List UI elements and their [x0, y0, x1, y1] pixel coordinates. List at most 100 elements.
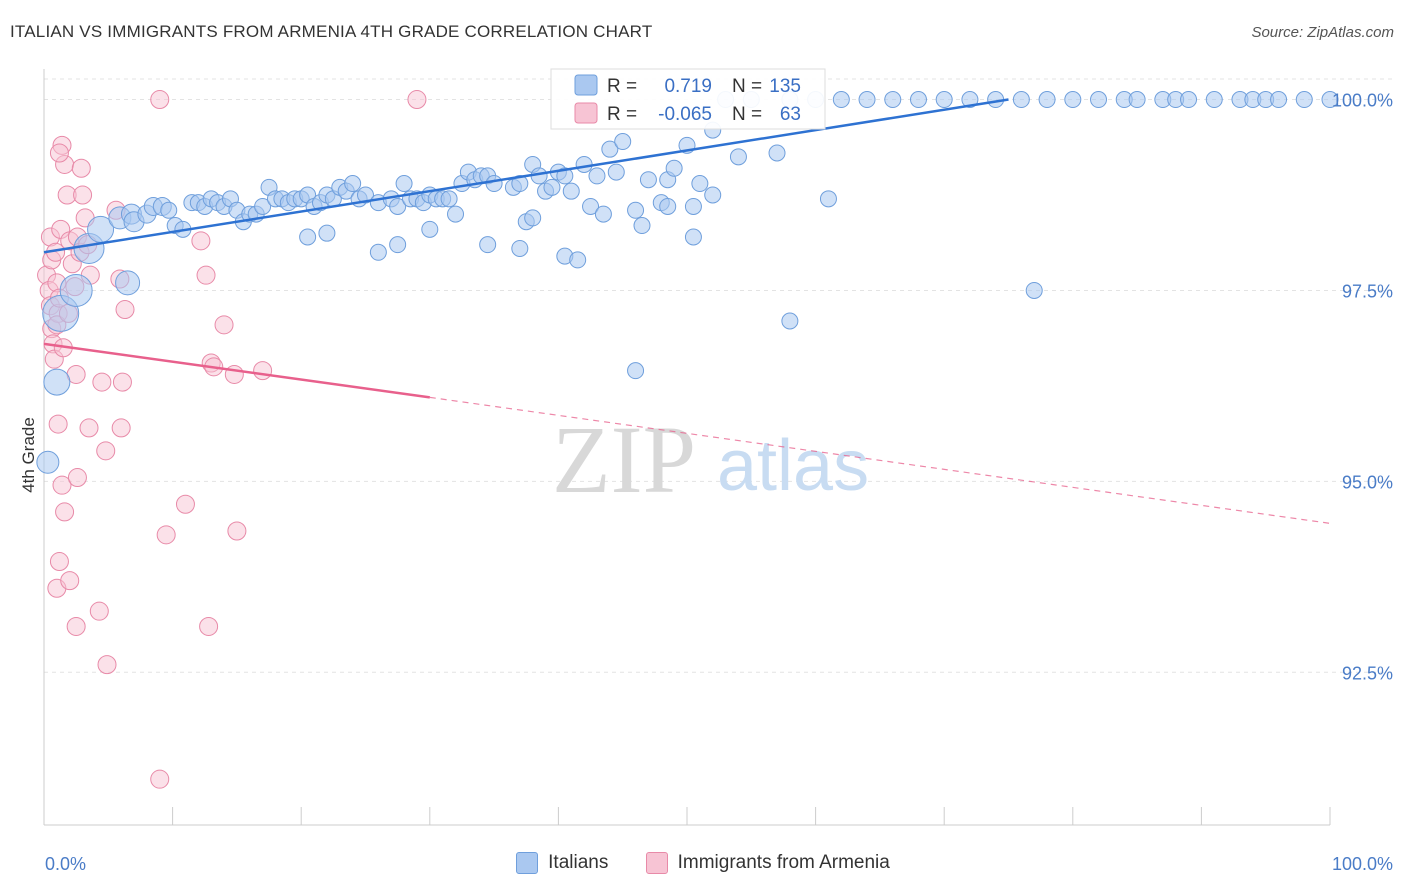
italians-point-86 [691, 175, 709, 193]
series-italians-points [36, 91, 1339, 474]
armenia-point-35 [79, 418, 99, 438]
armenia-point-45 [191, 231, 211, 251]
armenia-trend-extension [429, 396, 1331, 524]
italians-point-95 [858, 91, 876, 109]
armenia-point-43 [156, 525, 176, 545]
armenia-point-36 [92, 372, 112, 392]
italians-point-1 [43, 368, 71, 396]
italians-point-70 [556, 167, 574, 185]
italians-point-109 [1180, 91, 1198, 109]
italians-point-125 [633, 217, 651, 235]
legend-n-label-1: N = [732, 104, 762, 125]
italians-point-119 [369, 243, 387, 261]
armenia-point-33 [55, 502, 75, 522]
italians-point-79 [627, 201, 645, 219]
armenia-point-37 [96, 441, 116, 461]
armenia-point-41 [111, 418, 131, 438]
legend-label-armenia: Immigrants from Armenia [677, 852, 890, 873]
italians-point-46 [389, 197, 407, 215]
armenia-point-50 [214, 315, 234, 335]
legend-n-value-1: 63 [780, 104, 801, 125]
italians-swatch [516, 852, 539, 874]
watermark: ZIP atlas [552, 406, 869, 513]
armenia-point-59 [97, 655, 117, 675]
italians-point-80 [639, 171, 657, 189]
watermark-zip: ZIP [552, 406, 696, 513]
italians-point-128 [704, 186, 722, 204]
italians-point-132 [1025, 281, 1043, 299]
armenia-point-58 [89, 601, 109, 621]
armenia-point-40 [112, 372, 132, 392]
legend-swatch-1 [574, 102, 598, 124]
y-axis-title: 4th Grade [19, 417, 38, 493]
legend-item-armenia[interactable]: Immigrants from Armenia [645, 852, 890, 874]
italians-point-61 [485, 175, 503, 193]
armenia-swatch [645, 852, 668, 874]
italians-point-102 [1038, 91, 1056, 109]
armenia-trend-line [43, 342, 430, 399]
armenia-point-32 [52, 475, 72, 495]
italians-point-85 [684, 197, 702, 215]
italians-point-73 [582, 197, 600, 215]
armenia-point-47 [199, 616, 219, 636]
italians-point-63 [511, 175, 529, 193]
italians-point-127 [684, 228, 702, 246]
italians-point-110 [1205, 91, 1223, 109]
italians-trend-line [43, 98, 1009, 254]
italians-point-129 [781, 312, 799, 330]
italians-point-97 [909, 91, 927, 109]
italians-point-54 [440, 190, 458, 208]
italians-point-101 [1012, 91, 1030, 109]
italians-point-103 [1064, 91, 1082, 109]
italians-point-41 [344, 175, 362, 193]
italians-point-134 [421, 220, 439, 238]
italians-point-124 [569, 251, 587, 269]
legend-r-label-1: R = [607, 104, 637, 125]
italians-point-122 [511, 239, 529, 257]
legend-r-label-0: R = [607, 76, 637, 97]
armenia-point-56 [60, 571, 80, 591]
italians-point-13 [160, 201, 178, 219]
armenia-point-61 [407, 90, 427, 110]
trend-lines [43, 98, 1331, 524]
armenia-point-34 [67, 468, 87, 488]
italians-point-130 [819, 190, 837, 208]
italians-point-116 [1321, 91, 1339, 109]
armenia-point-46 [196, 265, 216, 285]
axes [43, 69, 1331, 826]
italians-point-131 [627, 362, 645, 380]
legend-n-value-0: 135 [769, 76, 801, 97]
italians-point-104 [1090, 91, 1108, 109]
italians-point-120 [389, 236, 407, 254]
armenia-point-31 [48, 414, 68, 434]
italians-point-55 [447, 205, 465, 223]
italians-point-74 [588, 167, 606, 185]
tick-labels: 100.0% 97.5% 95.0% 92.5% 0.0% 100.0% [45, 91, 1393, 874]
italians-point-27 [254, 197, 272, 215]
italians-point-99 [961, 91, 979, 109]
legend-n-label-0: N = [732, 76, 762, 97]
y-tick-label-3: 92.5% [1342, 663, 1393, 683]
armenia-point-60 [150, 90, 170, 110]
legend-label-italians: Italians [548, 852, 609, 873]
legend-box: R = 0.719 N = 135 R = -0.065 N = 63 [550, 68, 826, 130]
italians-point-71 [562, 182, 580, 200]
armenia-point-25 [49, 143, 69, 163]
italians-point-114 [1270, 91, 1288, 109]
italians-point-94 [832, 91, 850, 109]
italians-point-115 [1295, 91, 1313, 109]
italians-point-78 [614, 133, 632, 151]
italians-point-126 [659, 197, 677, 215]
armenia-point-26 [71, 158, 91, 178]
italians-point-133 [524, 209, 542, 227]
chart-title: ITALIAN VS IMMIGRANTS FROM ARMENIA 4TH G… [10, 22, 653, 41]
armenia-point-57 [66, 616, 86, 636]
y-tick-label-2: 95.0% [1342, 472, 1393, 492]
y-tick-label-1: 97.5% [1342, 281, 1393, 301]
armenia-point-44 [175, 494, 195, 514]
legend-r-value-0: 0.719 [664, 76, 712, 97]
legend-swatch-0 [574, 74, 598, 96]
x-tick-label-0: 0.0% [45, 854, 86, 874]
legend-item-italians[interactable]: Italians [516, 852, 608, 874]
